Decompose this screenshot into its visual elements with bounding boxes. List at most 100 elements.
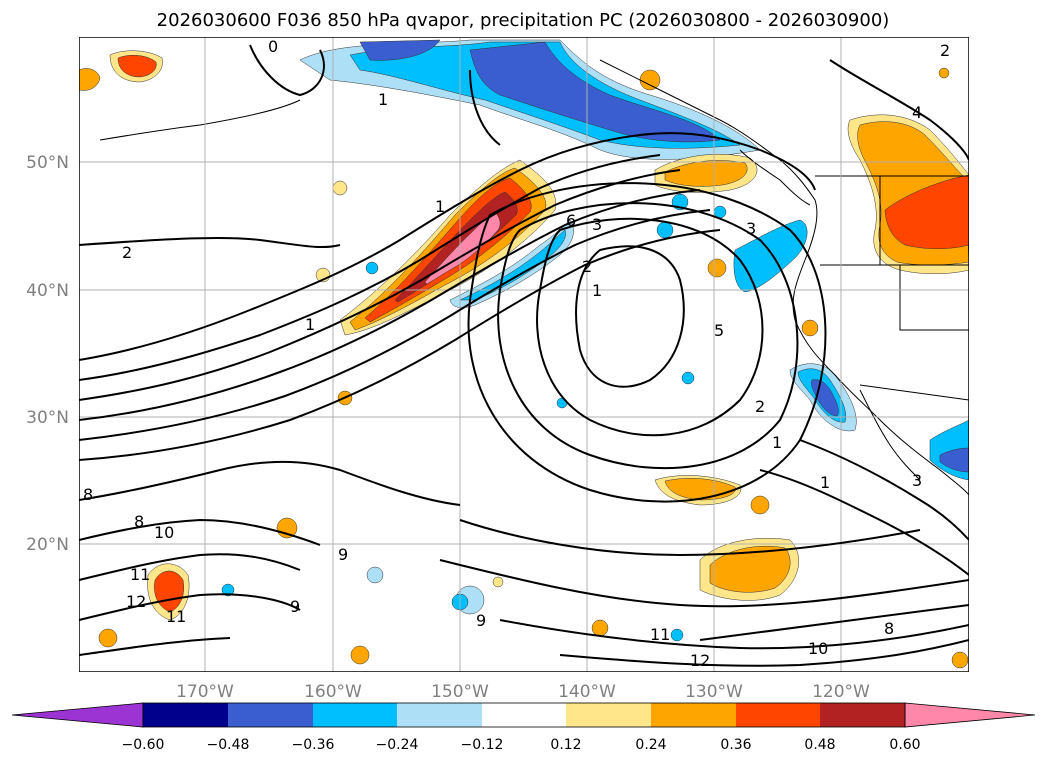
colorbar-tick-label: −0.60 xyxy=(122,737,165,753)
contour-line xyxy=(469,69,501,146)
contour-line xyxy=(79,134,641,361)
contour-label: 0 xyxy=(268,37,278,56)
colorbar-frame xyxy=(142,702,906,728)
longitude-labels: 170°W 160°W 150°W 140°W 130°W 120°W xyxy=(176,682,870,702)
contour-label: 9 xyxy=(476,611,486,630)
colorbar-tick-label: 0.12 xyxy=(550,737,581,753)
colorbar-extend-left xyxy=(11,702,144,728)
lon-label: 140°W xyxy=(558,682,616,702)
contour-line xyxy=(79,209,711,441)
colorbar-tick-label: 0.36 xyxy=(720,737,751,753)
colorbar-segment xyxy=(566,703,651,727)
contour-line xyxy=(79,236,341,249)
contour-label: 8 xyxy=(83,485,93,504)
contour-line xyxy=(439,559,969,608)
contour-label: 11 xyxy=(130,565,150,584)
contour-line xyxy=(79,169,681,401)
contour-label: 10 xyxy=(808,639,828,658)
contour-labels: 0 1 2 1 1 6 3 2 1 5 2 1 8 8 10 11 12 11 … xyxy=(83,37,950,670)
lon-label: 170°W xyxy=(176,682,234,702)
contour-line xyxy=(79,460,461,506)
contour-label: 1 xyxy=(435,197,445,216)
border-mexico xyxy=(859,384,969,401)
lon-label: 130°W xyxy=(685,682,743,702)
contour-label: 1 xyxy=(305,315,315,334)
shade-dot xyxy=(492,576,504,588)
colorbar: −0.60 −0.48 −0.36 −0.24 −0.12 0.12 0.24 … xyxy=(11,702,1036,753)
colorbar-segment xyxy=(651,703,736,727)
contour-label: 3 xyxy=(592,215,602,234)
colorbar-segment xyxy=(143,703,228,727)
colorbar-extend-right xyxy=(904,702,1036,728)
contour-label: 12 xyxy=(690,651,710,670)
shade-interior-strong xyxy=(884,174,969,249)
shade-nw-edge xyxy=(79,68,101,91)
colorbar-segment xyxy=(820,703,905,727)
contour-label: 1 xyxy=(378,90,388,109)
shade-river-south-mid xyxy=(459,229,566,301)
contour-line xyxy=(799,439,969,541)
contour-label: 9 xyxy=(290,597,300,616)
shade-dot xyxy=(938,67,950,79)
contour-line xyxy=(759,469,969,576)
shade-dot xyxy=(350,645,370,665)
colorbar-segment xyxy=(397,703,482,727)
coastline-baja xyxy=(859,389,921,481)
contour-line xyxy=(536,217,764,437)
contour-label: 10 xyxy=(154,523,174,542)
shade-dot xyxy=(656,221,674,239)
contour-line xyxy=(459,519,921,557)
colorbar-tick-label: −0.36 xyxy=(292,737,335,753)
lon-label: 160°W xyxy=(304,682,362,702)
contour-line xyxy=(79,593,301,621)
qvapor-contours xyxy=(79,44,969,667)
contour-label: 1 xyxy=(592,281,602,300)
contour-label: 12 xyxy=(126,592,146,611)
shade-nw-blob-strong xyxy=(117,54,157,78)
shade-dot xyxy=(681,371,695,385)
shade-dot xyxy=(591,619,609,637)
contour-line xyxy=(249,44,325,97)
contour-line xyxy=(497,202,799,470)
lon-label: 120°W xyxy=(812,682,870,702)
grid-lines xyxy=(79,37,969,672)
border-state-3 xyxy=(899,265,969,331)
contour-label: 2 xyxy=(755,397,765,416)
contour-line xyxy=(467,182,827,503)
shade-dot xyxy=(639,69,661,91)
contour-line xyxy=(79,189,701,421)
contour-line xyxy=(829,59,969,161)
contour-label: 11 xyxy=(650,625,670,644)
contour-label: 9 xyxy=(338,545,348,564)
contour-line xyxy=(575,245,685,388)
contour-line xyxy=(559,639,969,667)
figure-title: 2026030600 F036 850 hPa qvapor, precipit… xyxy=(157,10,890,31)
shade-sub-1-mid xyxy=(709,545,791,593)
contour-label: 8 xyxy=(134,512,144,531)
shade-dot xyxy=(750,495,770,515)
colorbar-tick-label: −0.48 xyxy=(207,737,250,753)
lat-label: 40°N xyxy=(26,281,69,301)
contour-line xyxy=(499,619,969,650)
coastline-alaska xyxy=(599,59,969,496)
contour-label: 3 xyxy=(746,219,756,238)
contour-label: 2 xyxy=(940,41,950,60)
map-panel: 0 1 2 1 1 6 3 2 1 5 2 1 8 8 10 11 12 11 … xyxy=(79,37,969,672)
lat-label: 20°N xyxy=(26,535,69,555)
colorbar-segment xyxy=(482,703,566,727)
colorbar-tick-label: 0.48 xyxy=(804,737,835,753)
contour-line xyxy=(79,229,721,461)
lon-label: 150°W xyxy=(431,682,489,702)
contour-label: 2 xyxy=(582,257,592,276)
contour-line xyxy=(79,637,231,656)
shade-dot xyxy=(366,566,384,584)
contour-line xyxy=(639,132,816,191)
contour-label: 3 xyxy=(912,471,922,490)
shade-dot xyxy=(221,583,235,597)
colorbar-segment xyxy=(736,703,820,727)
shade-river-south-light xyxy=(449,219,574,308)
shade-coast-blob xyxy=(733,219,808,293)
contour-label: 1 xyxy=(820,473,830,492)
shade-dot xyxy=(332,180,348,196)
